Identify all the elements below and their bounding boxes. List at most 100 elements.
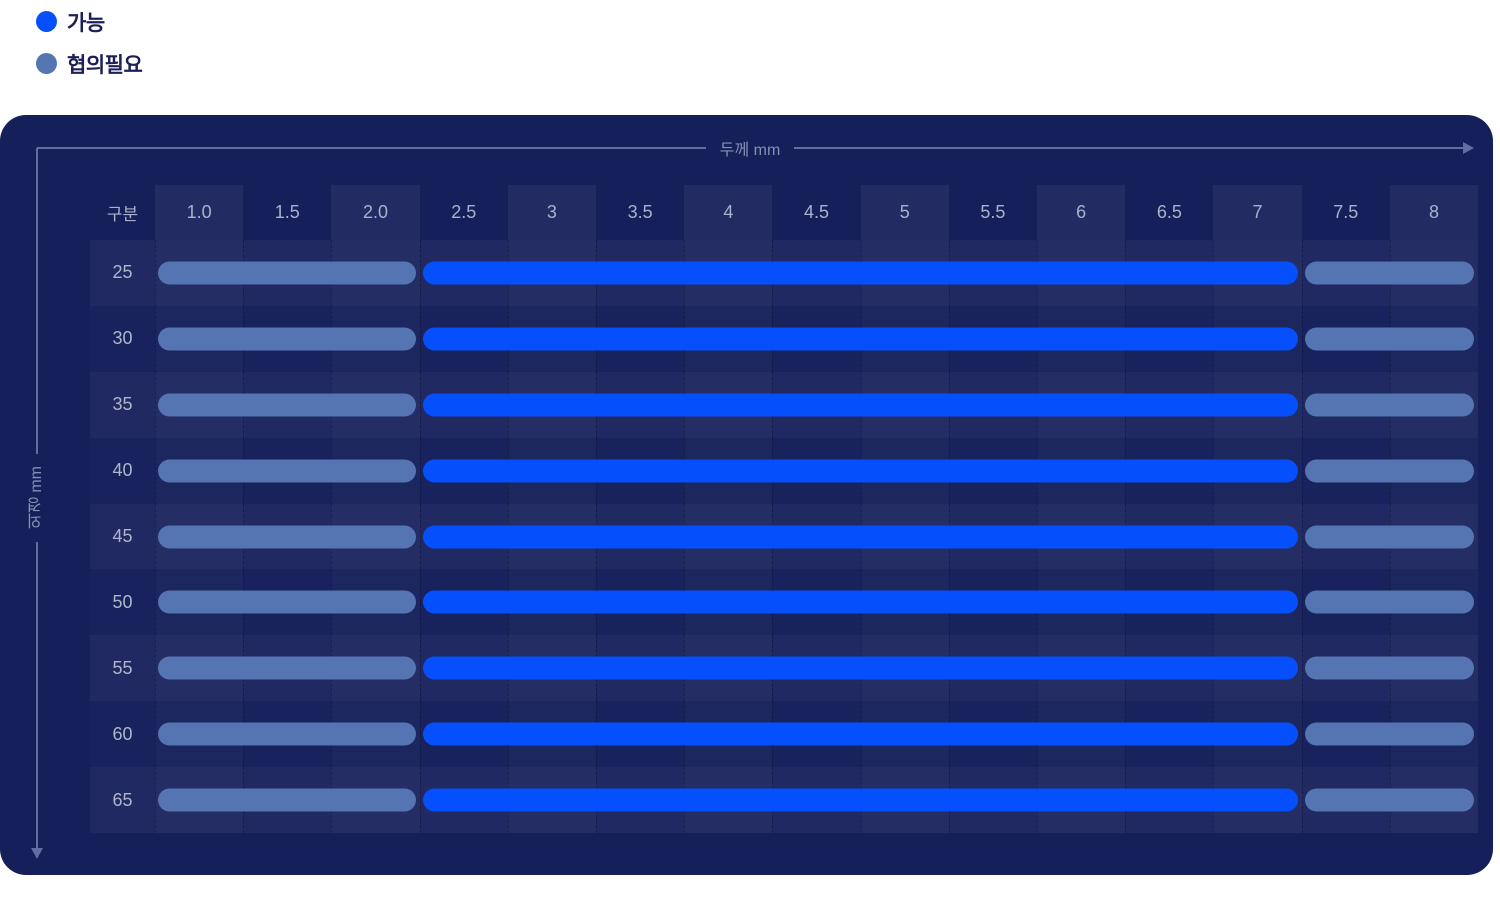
bar-available [422,656,1298,680]
column-header-3.5: 3.5 [627,202,653,222]
row-label: 45 [112,526,133,546]
grid-cell [1301,371,1390,438]
bar-available [422,459,1298,483]
grid-cell [419,437,508,504]
bar-available [422,393,1298,417]
bar-consult_needed [158,722,416,746]
row-label: 35 [112,394,133,415]
row-track [155,371,1478,438]
x-axis-label: 두께 mm [719,142,781,159]
grid-cell [155,305,243,372]
row-label: 30 [112,328,133,349]
row-track [155,437,1478,504]
column-header-7.5: 7.5 [1333,202,1359,222]
grid-cell [155,767,243,834]
row-label: 65 [112,789,133,810]
table-row: 50 [90,569,1478,636]
grid-cell [419,305,508,372]
row-track [155,569,1478,636]
column-header-4.5: 4.5 [804,202,830,222]
row-label: 55 [112,657,133,678]
column-header-3: 3 [507,185,597,240]
grid-cell [155,569,243,636]
x-axis: 두께 mm [37,140,1475,159]
table-row: 40 [90,437,1478,504]
column-header-8: 8 [1389,185,1479,240]
column-header-1.0: 1.0 [155,185,244,240]
table-row: 60 [90,701,1478,768]
bar-available [422,722,1298,746]
row-label: 60 [112,723,133,744]
column-header-1.5: 1.5 [274,202,300,222]
grid-cell [419,569,508,636]
column-header-6: 6 [1037,185,1126,240]
legend-available-label: 가능 [67,11,105,35]
column-header-2.0: 2.0 [331,185,420,240]
bar-consult_needed [1304,722,1474,746]
grid-cell [419,371,508,438]
grid-cell [1301,701,1390,768]
corner-header: 구분 [106,205,139,224]
bar-consult_needed [158,525,416,548]
bar-consult_needed [1304,656,1474,680]
legend-item-consult-needed: 협의필요 [36,50,143,77]
column-header-2.5: 2.5 [451,202,477,222]
y-axis-label: 외경 mm [28,466,45,530]
grid-cell [155,701,243,768]
row-track [155,701,1478,768]
bar-available [422,525,1298,548]
grid-cell [419,503,508,570]
row-track [155,305,1478,372]
grid-cell [155,240,243,306]
bar-consult_needed [1304,525,1474,548]
table-row: 35 [90,371,1478,438]
table-body: 25 30 35 40 45 50 55 60 65 [90,240,1478,834]
row-track [155,635,1478,702]
row-label: 40 [112,460,133,481]
bar-consult_needed [158,327,416,351]
arrow-right-icon [1463,142,1475,154]
table-row: 55 [90,635,1478,702]
bar-consult_needed [1304,788,1474,812]
bar-consult_needed [158,393,416,417]
column-header-4: 4 [684,185,773,240]
grid-cell [1301,305,1390,372]
row-track [155,240,1478,306]
bar-consult_needed [1304,393,1474,417]
x-axis-line [37,147,706,149]
bar-consult_needed [158,261,416,285]
legend-item-available: 가능 [36,8,142,35]
bar-consult_needed [1304,590,1474,614]
table-row: 30 [90,305,1478,372]
header-row: 구분 1.0 1.5 2.0 2.5 3 3.5 4 4.5 5 5.5 6 6.5 7 7.5 8 [90,185,1479,240]
legend: 가능 협의필요 [36,8,143,92]
bar-available [422,788,1298,812]
bar-available [422,327,1298,351]
bar-consult_needed [158,459,416,483]
availability-table: 구분 1.0 1.5 2.0 2.5 3 3.5 4 4.5 5 5.5 6 6.5 7 7.5 8 25 3… [90,185,1479,834]
row-track [155,503,1478,570]
column-header-7: 7 [1213,185,1302,240]
y-axis-line [36,541,38,849]
grid-cell [419,635,508,702]
y-axis: 외경 mm [28,148,45,860]
bar-consult_needed [1304,459,1474,483]
grid-cell [1301,569,1390,636]
grid-cell [155,371,243,438]
y-axis-line [36,148,38,455]
bar-consult_needed [1304,261,1474,285]
chart-card: 두께 mm 외경 mm 구분 1.0 1.5 2.0 2.5 3 3.5 4 4.5 5 5.5 6… [0,115,1493,875]
table-row: 25 [90,240,1478,306]
column-header-5: 5 [860,185,949,240]
grid-cell [1301,767,1390,834]
bar-consult_needed [158,590,416,614]
legend-consult-label: 협의필요 [67,53,143,77]
bar-available [422,590,1298,614]
grid-cell [419,240,508,306]
legend-available-dot-icon [36,11,57,32]
column-header-5.5: 5.5 [980,202,1006,222]
table-row: 65 [90,767,1478,834]
grid-cell [419,701,508,768]
x-axis-line [794,147,1464,149]
